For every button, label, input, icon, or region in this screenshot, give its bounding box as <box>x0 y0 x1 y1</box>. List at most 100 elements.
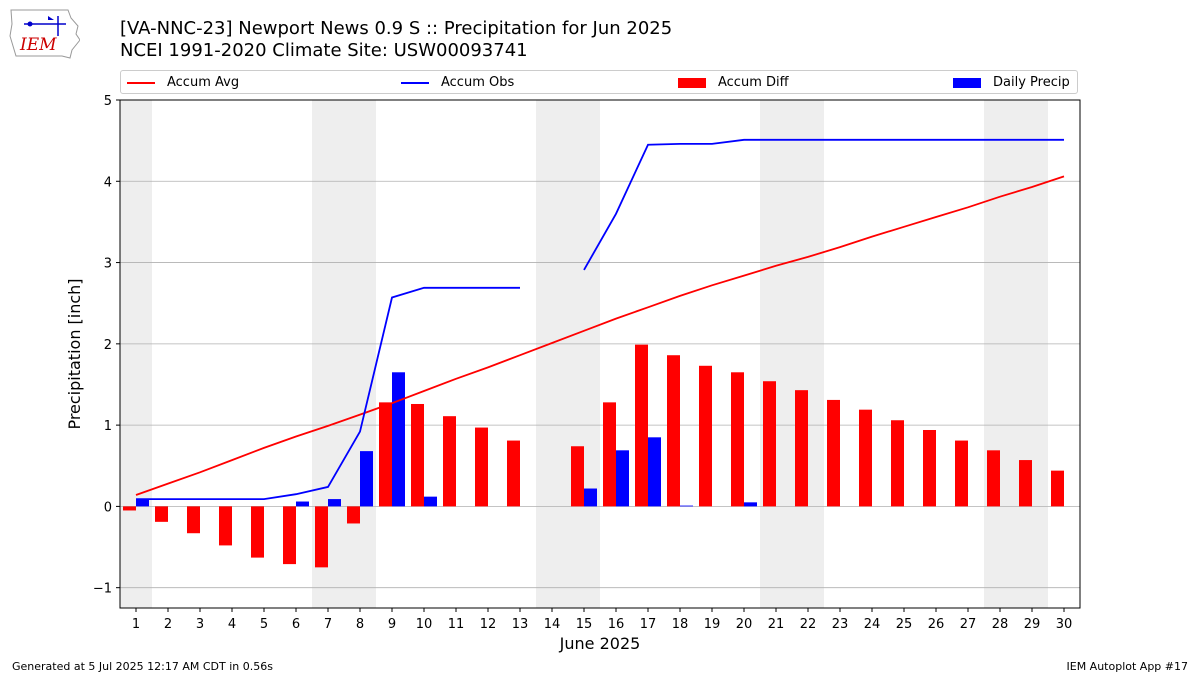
x-tick-label: 14 <box>544 617 561 632</box>
x-tick-label: 2 <box>164 617 172 632</box>
daily-precip-bars <box>136 372 757 507</box>
weekend-band <box>568 100 600 608</box>
accum-diff-bar <box>603 402 616 507</box>
accum-diff-bar <box>955 440 968 507</box>
accum-diff-bar <box>411 403 424 507</box>
accum-diff-bar <box>987 450 1000 507</box>
weekend-band <box>120 100 152 608</box>
weekend-band <box>984 100 1016 608</box>
weekend-shading <box>120 100 1048 608</box>
y-tick-label: 1 <box>104 419 112 434</box>
x-tick-label: 11 <box>448 617 465 632</box>
x-tick-label: 6 <box>292 617 300 632</box>
y-tick-label: 3 <box>104 257 112 272</box>
x-axis-ticks: 1 2 3 4 5 6 7 8 9 10 11 12 13 14 15 16 17 18 19 20 21 22 23 24 2… <box>132 608 1072 632</box>
x-tick-label: 12 <box>480 617 497 632</box>
x-tick-label: 10 <box>416 617 433 632</box>
accum-diff-bar <box>667 355 680 507</box>
daily-precip-bar <box>648 437 661 507</box>
x-tick-label: 20 <box>736 617 753 632</box>
legend-label: Accum Avg <box>167 75 240 90</box>
x-tick-label: 29 <box>1024 617 1041 632</box>
x-tick-label: 30 <box>1056 617 1073 632</box>
accum-obs-line <box>583 138 1064 271</box>
accum-diff-bar <box>571 446 584 507</box>
x-tick-label: 27 <box>960 617 977 632</box>
accum-diff-bar <box>283 506 296 565</box>
accum-diff-bar <box>187 506 200 534</box>
x-tick-label: 21 <box>768 617 785 632</box>
x-tick-label: 1 <box>132 617 140 632</box>
daily-precip-bar <box>744 502 757 507</box>
legend-swatch-accum-obs <box>401 82 429 84</box>
accum-diff-bar <box>1019 460 1032 507</box>
accum-diff-bar <box>635 344 648 507</box>
x-tick-label: 13 <box>512 617 529 632</box>
accum-avg-line <box>135 175 1065 496</box>
y-tick-label: 2 <box>104 338 112 353</box>
x-tick-label: 28 <box>992 617 1009 632</box>
x-axis-label: June 2025 <box>559 634 641 653</box>
daily-precip-bar <box>392 372 405 507</box>
daily-precip-bar <box>680 505 693 507</box>
generated-note: Generated at 5 Jul 2025 12:17 AM CDT in … <box>12 660 273 673</box>
y-axis-ticks: −1 0 1 2 3 4 5 <box>93 94 120 597</box>
accum-diff-bar <box>827 399 840 507</box>
daily-precip-bar <box>424 496 437 507</box>
legend-swatch-accum-diff <box>678 78 706 88</box>
y-axis-label: Precipitation [inch] <box>65 278 84 429</box>
x-tick-label: 25 <box>896 617 913 632</box>
y-tick-label: 5 <box>104 94 112 109</box>
weekend-band <box>344 100 376 608</box>
accum-diff-bar <box>475 427 488 507</box>
chart-subtitle: NCEI 1991-2020 Climate Site: USW00093741 <box>120 40 528 61</box>
accum-diff-bar <box>1051 470 1064 507</box>
daily-precip-bar <box>616 450 629 507</box>
accum-diff-bar <box>507 440 520 507</box>
accum-diff-bar <box>763 381 776 507</box>
accum-diff-bar <box>859 409 872 507</box>
accum-diff-bar <box>891 420 904 507</box>
legend-label: Accum Diff <box>718 75 789 90</box>
x-tick-label: 5 <box>260 617 268 632</box>
legend-label: Daily Precip <box>993 75 1070 90</box>
weekend-band <box>536 100 568 608</box>
x-tick-label: 26 <box>928 617 945 632</box>
daily-precip-bar <box>360 451 373 507</box>
accum-diff-bar <box>347 506 360 524</box>
logo-text: IEM <box>19 35 57 55</box>
accum-lines <box>135 138 1065 501</box>
y-tick-label: 4 <box>104 175 112 190</box>
accum-diff-bar <box>219 506 232 546</box>
x-tick-label: 19 <box>704 617 721 632</box>
x-tick-label: 15 <box>576 617 593 632</box>
accum-diff-bar <box>699 365 712 507</box>
x-tick-label: 23 <box>832 617 849 632</box>
accum-diff-bar <box>923 429 936 507</box>
x-tick-label: 3 <box>196 617 204 632</box>
accum-diff-bars <box>123 344 1064 568</box>
x-tick-label: 16 <box>608 617 625 632</box>
legend-swatch-accum-avg <box>127 82 155 84</box>
daily-precip-bar <box>136 499 149 507</box>
x-tick-label: 17 <box>640 617 657 632</box>
accum-diff-bar <box>795 390 808 507</box>
x-tick-label: 18 <box>672 617 689 632</box>
daily-precip-bar <box>328 499 341 507</box>
chart-title: [VA-NNC-23] Newport News 0.9 S :: Precip… <box>120 18 673 39</box>
daily-precip-bar <box>296 501 309 507</box>
accum-diff-bar <box>731 372 744 507</box>
accum-diff-bar <box>379 402 392 507</box>
plot-frame <box>119 99 1081 609</box>
accum-diff-bar <box>123 506 136 511</box>
x-tick-label: 22 <box>800 617 817 632</box>
legend: Accum Avg Accum Obs Accum Diff Daily Pre… <box>120 70 1078 94</box>
accum-diff-bar <box>251 506 264 558</box>
app-credit: IEM Autoplot App #17 <box>1066 660 1189 673</box>
weekend-band <box>760 100 792 608</box>
iem-logo: IEM <box>8 6 81 60</box>
x-tick-label: 8 <box>356 617 364 632</box>
x-tick-label: 9 <box>388 617 396 632</box>
accum-diff-bar <box>155 506 168 522</box>
